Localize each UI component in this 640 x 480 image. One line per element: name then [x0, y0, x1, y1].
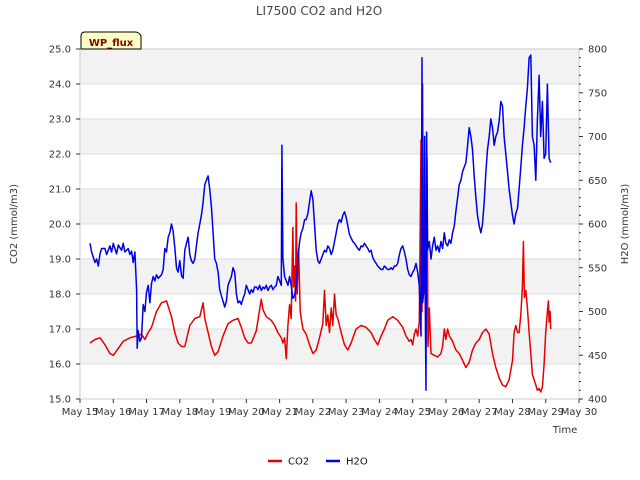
series-line-h2o [89, 54, 552, 392]
y-right-tick-label: 750 [588, 88, 607, 99]
x-tick-label: May 17 [128, 407, 165, 418]
x-tick-label: May 16 [95, 407, 132, 418]
plot-band [80, 224, 579, 259]
chart-title: LI7500 CO2 and H2O [256, 4, 382, 18]
plot-background-bands [80, 49, 579, 399]
y-left-tick-label: 24.0 [49, 80, 71, 91]
plot-band [80, 329, 579, 364]
y-right-tick-label: 650 [588, 176, 607, 187]
x-tick-label: May 18 [162, 407, 199, 418]
x-tick-label: May 22 [295, 407, 332, 418]
y-right-tick-label: 550 [588, 263, 607, 274]
x-tick-label: May 21 [261, 407, 298, 418]
x-tick-label: May 27 [461, 407, 498, 418]
plot-band [80, 259, 579, 294]
legend: CO2 H2O [268, 457, 368, 468]
y-left-tick-label: 18.0 [49, 290, 71, 301]
site-tag-label: WP_flux [89, 38, 134, 49]
y-right-tick-label: 800 [588, 45, 607, 56]
y-left-tick-label: 20.0 [49, 220, 71, 231]
site-tag-box [80, 31, 142, 50]
y-right-tick-label: 700 [588, 132, 607, 143]
y-axis-right-title: H2O (mmol/m3) [620, 184, 631, 265]
y-axis-left: 15.0 16.0 17.0 18.0 19.0 20.0 21.0 22.0 23.0 24.0… [49, 45, 80, 406]
legend-label-h2o: H2O [346, 457, 368, 468]
series-line-co2 [89, 83, 552, 393]
y-right-tick-label: 400 [588, 395, 607, 406]
x-tick-label: May 30 [561, 407, 598, 418]
x-tick-label: May 24 [361, 407, 398, 418]
site-tag: WP_flux [80, 31, 142, 50]
y-left-tick-label: 17.0 [49, 325, 71, 336]
x-tick-label: May 28 [494, 407, 531, 418]
y-left-tick-label: 19.0 [49, 255, 71, 266]
y-left-tick-label: 25.0 [49, 45, 71, 56]
y-right-tick-label: 450 [588, 351, 607, 362]
y-left-tick-label: 15.0 [49, 395, 71, 406]
x-tick-label: May 15 [62, 407, 99, 418]
y-axis-right: 400 450 500 550 600 650 700 750 800 [579, 45, 607, 406]
y-left-tick-label: 23.0 [49, 115, 71, 126]
y-left-tick-label: 21.0 [49, 185, 71, 196]
y-axis-left-title: CO2 (mmol/m3) [9, 184, 20, 264]
plot-band [80, 364, 579, 399]
y-left-tick-label: 16.0 [49, 360, 71, 371]
plot-band [80, 49, 579, 84]
y-right-tick-label: 500 [588, 307, 607, 318]
plot-band [80, 154, 579, 189]
x-axis-title: Time [552, 425, 577, 436]
y-right-tick-label: 600 [588, 220, 607, 231]
x-tick-label: May 20 [228, 407, 265, 418]
plot-band [80, 189, 579, 224]
y-left-tick-label: 22.0 [49, 150, 71, 161]
legend-label-co2: CO2 [288, 457, 309, 468]
x-tick-label: May 25 [394, 407, 431, 418]
x-tick-label: May 19 [195, 407, 232, 418]
x-tick-label: May 29 [527, 407, 564, 418]
series-layer [89, 54, 552, 393]
x-tick-label: May 26 [428, 407, 465, 418]
x-tick-label: May 23 [328, 407, 365, 418]
plot-band [80, 84, 579, 119]
